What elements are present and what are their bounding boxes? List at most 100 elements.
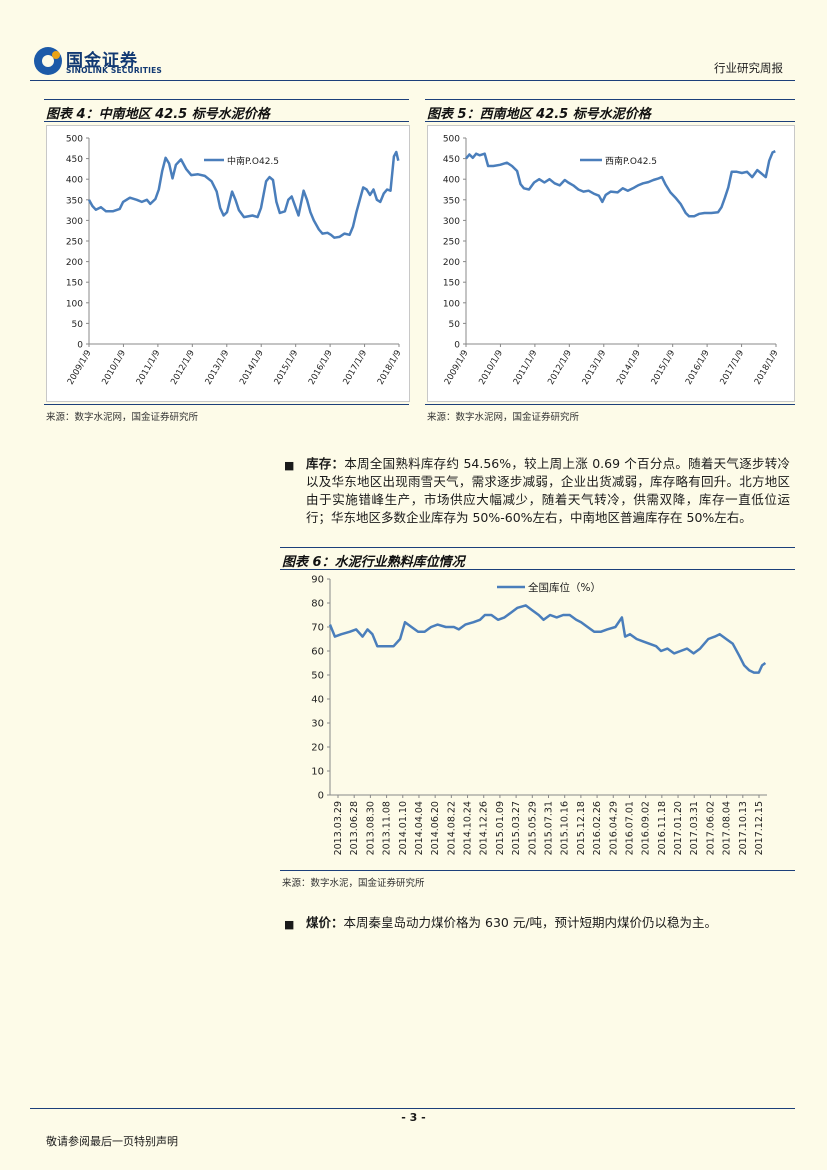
x-tick-label: 2009/1/9 <box>443 349 471 387</box>
x-tick-label: 2016.02.26 <box>592 801 603 855</box>
y-tick-label: 200 <box>66 258 83 268</box>
fig5-title: 图表 5：西南地区 42.5 标号水泥价格 <box>427 107 651 122</box>
inventory-text: 本周全国熟料库存约 54.56%，较上周上涨 0.69 个百分点。随着天气逐步转… <box>306 456 790 525</box>
x-tick-label: 2017.10.13 <box>738 801 749 855</box>
x-tick-label: 2011/1/9 <box>135 349 163 387</box>
logo-icon <box>34 47 62 75</box>
x-tick-label: 2013/1/9 <box>204 349 232 387</box>
y-tick-label: 100 <box>443 299 460 309</box>
fig5-chart: 0 50 100 150 200 250 300 350 400 450 500 2009/1/9 20… <box>427 125 795 402</box>
fig6-source: 来源：数字水泥，国金证券研究所 <box>282 878 425 889</box>
x-tick-label: 2017.12.15 <box>754 801 765 855</box>
y-tick-label: 30 <box>311 719 324 730</box>
y-tick-label: 350 <box>443 196 460 206</box>
x-tick-label: 2013.08.30 <box>365 801 376 855</box>
y-tick-label: 0 <box>318 791 324 802</box>
x-tick-label: 2015.10.16 <box>560 801 571 855</box>
fig4-title: 图表 4：中南地区 42.5 标号水泥价格 <box>46 107 270 122</box>
report-type: 行业研究周报 <box>714 61 783 75</box>
x-tick-label: 2013/1/9 <box>581 349 609 387</box>
x-tick-label: 2014.08.22 <box>446 801 457 855</box>
series-line <box>328 604 767 674</box>
fig5-bottom-rule <box>425 404 795 405</box>
x-tick-label: 2013.03.29 <box>333 801 344 855</box>
x-tick-label: 2015/1/9 <box>273 349 301 387</box>
y-tick-label: 10 <box>311 767 324 778</box>
x-tick-label: 2018/1/9 <box>753 349 781 387</box>
x-tick-label: 2016.09.02 <box>641 801 652 855</box>
fig6-top-rule <box>280 547 795 548</box>
y-tick-label: 100 <box>66 299 83 309</box>
x-tick-label: 2011/1/9 <box>512 349 540 387</box>
footer-divider <box>30 1108 795 1109</box>
fig4-title-rule <box>44 121 409 122</box>
y-tick-label: 50 <box>72 320 84 330</box>
y-tick-label: 90 <box>311 575 324 586</box>
x-tick-label: 2017.03.31 <box>689 801 700 855</box>
y-tick-label: 500 <box>443 135 460 145</box>
y-tick-label: 0 <box>454 341 460 351</box>
x-tick-label: 2015.01.09 <box>495 801 506 855</box>
x-tick-label: 2017.06.02 <box>705 801 716 855</box>
x-tick-label: 2009/1/9 <box>66 349 94 387</box>
x-tick-label: 2016/1/9 <box>307 349 335 387</box>
x-tick-label: 2018/1/9 <box>376 349 404 387</box>
series-line <box>465 150 776 218</box>
x-tick-label: 2014.01.10 <box>398 801 409 855</box>
page-number: - 3 - <box>401 1111 426 1124</box>
legend-label: 全国库位（%） <box>528 581 601 594</box>
y-tick-label: 40 <box>311 695 324 706</box>
coal-label: 煤价： <box>306 915 344 930</box>
logo-name-cn: 国金证券 <box>66 51 138 71</box>
series-line <box>87 150 400 239</box>
x-tick-label: 2016.11.18 <box>657 801 668 855</box>
fig4-source: 来源：数字水泥网，国金证券研究所 <box>46 412 199 423</box>
y-tick-label: 50 <box>449 320 461 330</box>
x-tick-label: 2015.12.18 <box>576 801 587 855</box>
legend-label: 西南P.O42.5 <box>605 155 657 167</box>
fig4-bottom-rule <box>44 404 409 405</box>
y-tick-label: 350 <box>66 196 83 206</box>
y-tick-label: 250 <box>66 238 83 248</box>
y-tick-label: 200 <box>443 258 460 268</box>
y-tick-label: 20 <box>311 743 324 754</box>
x-tick-label: 2014.04.04 <box>414 801 425 855</box>
x-tick-label: 2010/1/9 <box>477 349 505 387</box>
y-tick-label: 400 <box>66 176 83 186</box>
y-tick-label: 250 <box>443 238 460 248</box>
x-tick-label: 2015.07.31 <box>544 801 555 855</box>
fig4-chart: 0 50 100 150 200 250 300 350 400 450 500 2009/1/9 20… <box>46 125 410 402</box>
x-tick-label: 2016.04.29 <box>608 801 619 855</box>
y-tick-label: 300 <box>443 217 460 227</box>
y-tick-label: 500 <box>66 135 83 145</box>
header-divider <box>30 80 795 81</box>
y-tick-label: 450 <box>443 155 460 165</box>
disclaimer: 敬请参阅最后一页特别声明 <box>46 1135 178 1148</box>
y-tick-label: 0 <box>77 341 83 351</box>
x-tick-label: 2014.12.26 <box>479 801 490 855</box>
coal-text: 本周秦皇岛动力煤价格为 630 元/吨，预计短期内煤价仍以稳为主。 <box>343 915 718 930</box>
x-tick-label: 2016.07.01 <box>624 801 635 855</box>
coal-paragraph: 煤价：本周秦皇岛动力煤价格为 630 元/吨，预计短期内煤价仍以稳为主。 <box>306 914 790 932</box>
x-tick-label: 2017.08.04 <box>722 801 733 855</box>
y-tick-label: 70 <box>311 623 324 634</box>
fig5-source: 来源：数字水泥网，国金证券研究所 <box>427 412 580 423</box>
y-tick-label: 400 <box>443 176 460 186</box>
x-tick-label: 2017/1/9 <box>718 349 746 387</box>
logo-name-en: SINOLINK SECURITIES <box>66 66 163 75</box>
x-tick-label: 2017.01.20 <box>673 801 684 855</box>
x-tick-label: 2014.06.20 <box>430 801 441 855</box>
x-tick-label: 2013.11.08 <box>382 801 393 855</box>
bullet-square-icon: ■ <box>284 459 295 472</box>
fig6-chart-svg: 0 10 20 30 40 50 60 70 80 90 2013.03.29 2013.06.28 2… <box>311 575 767 855</box>
x-tick-label: 2013.06.28 <box>349 801 360 855</box>
y-tick-label: 300 <box>66 217 83 227</box>
fig6-bottom-rule <box>280 870 795 871</box>
y-tick-label: 60 <box>311 647 324 658</box>
x-tick-label: 2015.03.27 <box>511 801 522 855</box>
inventory-paragraph: 库存：本周全国熟料库存约 54.56%，较上周上涨 0.69 个百分点。随着天气… <box>306 455 790 527</box>
x-tick-label: 2012/1/9 <box>169 349 197 387</box>
bullet-square-icon: ■ <box>284 918 295 931</box>
